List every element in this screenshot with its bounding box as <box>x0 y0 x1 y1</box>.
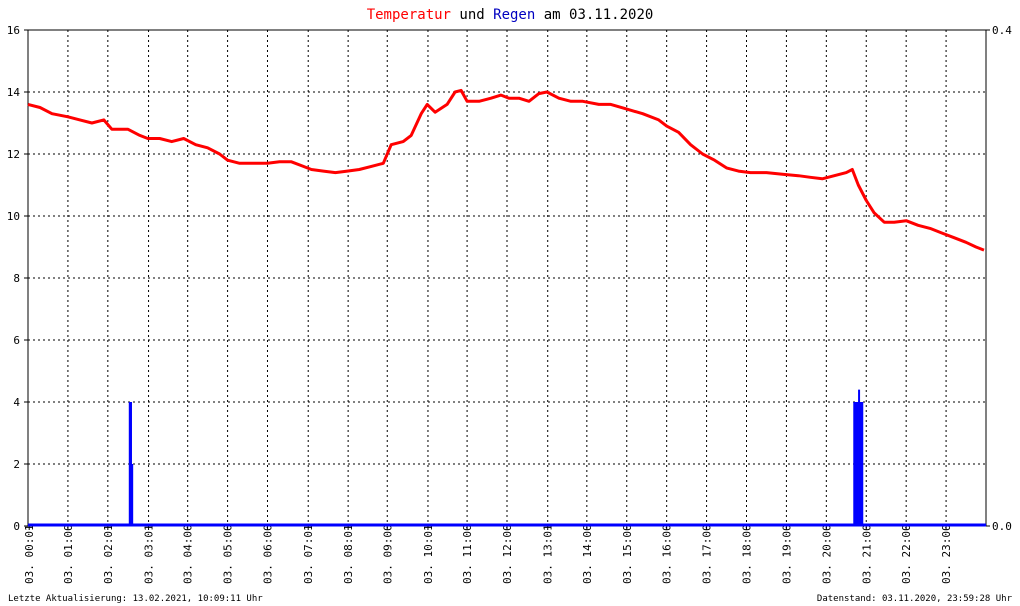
y-tick-label: 10 <box>7 210 20 223</box>
title-date: am 03.11.2020 <box>535 7 653 23</box>
x-tick-label: 03. 08:01 <box>342 524 355 584</box>
x-tick-label: 03. 15:00 <box>621 524 634 584</box>
x-tick-label: 03. 00:01 <box>23 524 36 584</box>
y-tick-label: 12 <box>7 148 20 161</box>
y-tick-label: 14 <box>7 86 21 99</box>
y-tick-label: 8 <box>13 272 20 285</box>
y-tick-label: 4 <box>13 396 20 409</box>
chart-title: Temperatur und Regen am 03.11.2020 <box>367 7 654 23</box>
x-tick-label: 03. 06:00 <box>262 524 275 584</box>
x-tick-label: 03. 23:00 <box>940 524 953 584</box>
x-tick-label: 03. 07:01 <box>302 524 315 584</box>
x-tick-label: 03. 10:01 <box>422 524 435 584</box>
x-tick-label: 03. 04:00 <box>182 524 195 584</box>
x-tick-label: 03. 20:00 <box>820 524 833 584</box>
x-tick-label: 03. 01:00 <box>62 524 75 584</box>
x-tick-label: 03. 11:00 <box>461 524 474 584</box>
y2-tick-label: 0.0 <box>992 520 1012 533</box>
plot-area: 0 2 4 6 8 10 12 14 16 0.0 0.4 03. 00:01 03. 01:00 03.… <box>7 24 1012 584</box>
footer-last-update: Letzte Aktualisierung: 13.02.2021, 10:09… <box>8 594 263 604</box>
temperature-line <box>27 88 985 252</box>
y-tick-label: 16 <box>7 24 20 37</box>
x-tick-label: 03. 18:00 <box>741 524 754 584</box>
x-tick-label: 03. 03:01 <box>143 524 156 584</box>
y-tick-label: 6 <box>13 334 20 347</box>
x-tick-label: 03. 13:01 <box>542 524 555 584</box>
title-rain: Regen <box>493 7 535 23</box>
footer-data-status: Datenstand: 03.11.2020, 23:59:28 Uhr <box>816 594 1012 604</box>
y2-tick-label: 0.4 <box>992 24 1012 37</box>
x-tick-label: 03. 21:00 <box>860 524 873 584</box>
title-and: und <box>451 7 493 23</box>
x-tick-label: 03. 16:00 <box>661 524 674 584</box>
y-tick-label: 0 <box>13 520 20 533</box>
x-tick-label: 03. 02:01 <box>102 524 115 584</box>
x-tick-label: 03. 12:00 <box>501 524 514 584</box>
x-tick-label: 03. 22:00 <box>900 524 913 584</box>
title-temperature: Temperatur <box>367 7 451 23</box>
y-tick-label: 2 <box>13 458 20 471</box>
x-tick-label: 03. 17:00 <box>701 524 714 584</box>
x-tick-label: 03. 19:00 <box>780 524 793 584</box>
x-tick-label: 03. 09:00 <box>381 524 394 584</box>
x-tick-label: 03. 05:00 <box>222 524 235 584</box>
x-tick-label: 03. 14:00 <box>581 524 594 584</box>
